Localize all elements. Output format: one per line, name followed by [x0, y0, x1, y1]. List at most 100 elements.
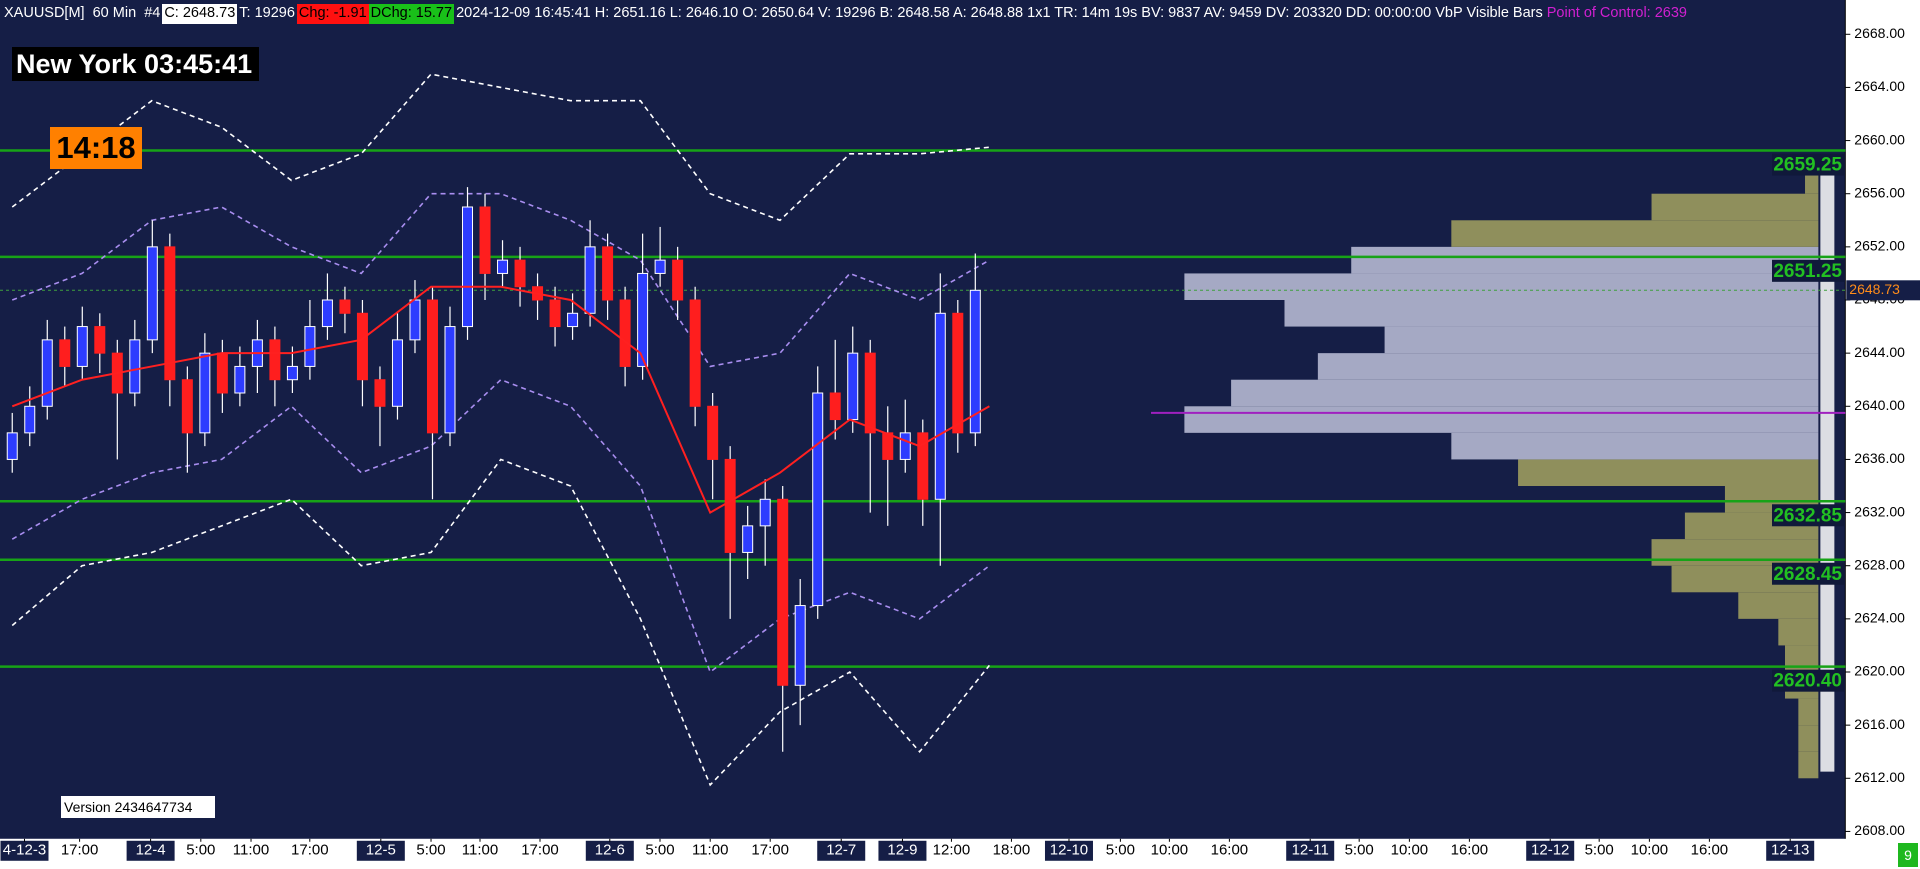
- candle-body: [934, 312, 946, 500]
- header-item: T: 19296: [239, 5, 295, 21]
- version-label: Version 2434647734: [61, 796, 215, 818]
- candle-body: [94, 326, 106, 354]
- date-label-bg: [356, 840, 405, 861]
- candle-body: [864, 352, 876, 434]
- candle-body: [707, 405, 719, 460]
- candle-body: [567, 312, 579, 328]
- candle-body: [76, 326, 88, 367]
- inner-band: [11, 378, 990, 674]
- candle-body: [847, 352, 859, 421]
- outer-band: [11, 458, 991, 787]
- date-label-bg: [1286, 840, 1335, 861]
- time-label: 17:00: [291, 842, 329, 859]
- profile-bar: [1778, 618, 1819, 646]
- profile-bar: [1518, 459, 1819, 486]
- candle-body: [426, 299, 438, 434]
- candle-body: [689, 299, 701, 407]
- time-label: 12-11: [1292, 842, 1329, 859]
- level-label: 2632.85: [1773, 505, 1842, 526]
- time-label: 17:00: [751, 842, 789, 859]
- time-label: 12-12: [1531, 842, 1569, 859]
- last-price-label: 2648.73: [1849, 281, 1900, 297]
- candle-body: [286, 365, 298, 381]
- price-tick-label: 2660.00: [1854, 131, 1905, 147]
- time-label: 5:00: [1585, 842, 1614, 859]
- candle-body: [409, 299, 421, 341]
- candle-body: [829, 392, 841, 421]
- moving-average: [11, 285, 990, 514]
- header-item: XAUUSD[M] 60 Min #4: [4, 5, 161, 21]
- header-item: C: 2648.73: [162, 4, 238, 24]
- inner-band: [11, 192, 990, 368]
- time-label: 12-13: [1771, 842, 1809, 859]
- profile-bar: [1651, 193, 1819, 221]
- candle-body: [724, 458, 736, 553]
- profile-bar: [1384, 326, 1819, 354]
- header-item: 2024-12-09 16:45:41 H: 2651.16 L: 2646.1…: [456, 5, 1543, 21]
- time-label: 5:00: [645, 842, 674, 859]
- time-label: 12-10: [1050, 842, 1088, 859]
- candle-body: [742, 525, 754, 553]
- candle-body: [41, 339, 53, 407]
- candle-body: [602, 246, 614, 301]
- header-item: Chg: -1.91: [296, 4, 369, 24]
- profile-bar: [1284, 300, 1819, 327]
- header-item: DChg: 15.77: [368, 4, 455, 24]
- candle-body: [374, 379, 386, 407]
- price-tick-label: 2632.00: [1854, 503, 1905, 519]
- date-label-bg: [817, 840, 866, 861]
- date-label-bg: [1044, 840, 1093, 861]
- level-label-bg: [1772, 259, 1844, 282]
- profile-bar: [1651, 539, 1819, 566]
- time-label: 12-9: [887, 842, 917, 859]
- level-label: 2620.40: [1773, 671, 1842, 692]
- candle-body: [234, 365, 246, 394]
- candle-body: [24, 405, 36, 434]
- level-label: 2651.25: [1773, 261, 1842, 282]
- candle-body: [549, 299, 561, 328]
- candle-body: [199, 352, 211, 434]
- candle-body: [812, 392, 824, 607]
- price-axis-bg: [1845, 0, 1920, 869]
- price-tick-label: 2664.00: [1854, 78, 1905, 94]
- time-label: 12-4: [136, 842, 166, 859]
- price-tick-label: 2636.00: [1854, 450, 1905, 466]
- time-label: 18:00: [993, 842, 1031, 859]
- candle-body: [497, 259, 509, 274]
- profile-bar: [1798, 725, 1819, 752]
- candle-body: [637, 272, 649, 367]
- time-label: 17:00: [521, 842, 559, 859]
- time-label: 16:00: [1451, 842, 1489, 859]
- date-label-bg: [0, 840, 49, 861]
- candle-body: [129, 339, 141, 394]
- profile-bar: [1184, 406, 1819, 433]
- header-item: Point of Control: 2639: [1546, 5, 1687, 21]
- price-tick-label: 2612.00: [1854, 769, 1905, 785]
- time-label: 10:00: [1631, 842, 1669, 859]
- candle-body: [146, 246, 158, 341]
- level-label-bg: [1772, 669, 1844, 692]
- info-header: XAUUSD[M] 60 Min #4 C: 2648.73 T: 19296 Chg…: [2, 4, 1843, 24]
- time-label: 11:00: [462, 842, 498, 859]
- profile-bar: [1738, 592, 1819, 619]
- level-label: 2659.25: [1773, 155, 1842, 176]
- level-label-bg: [1772, 153, 1844, 176]
- time-label: 12-7: [826, 842, 856, 859]
- price-tick-label: 2616.00: [1854, 716, 1905, 732]
- time-label: 12-5: [366, 842, 396, 859]
- time-label: 16:00: [1211, 842, 1249, 859]
- candle-body: [216, 352, 228, 394]
- clock: New York 03:45:41: [12, 47, 259, 81]
- candle-body: [584, 246, 596, 314]
- price-tick-label: 2628.00: [1854, 556, 1905, 572]
- candle-body: [619, 299, 631, 367]
- bar-timer: 14:18: [50, 127, 142, 169]
- candle-body: [514, 259, 526, 288]
- time-label: 17:00: [61, 842, 99, 859]
- profile-bar: [1451, 220, 1819, 247]
- price-tick-label: 2652.00: [1854, 238, 1905, 254]
- last-price-bg: [1846, 280, 1920, 301]
- date-label-bg: [878, 840, 927, 861]
